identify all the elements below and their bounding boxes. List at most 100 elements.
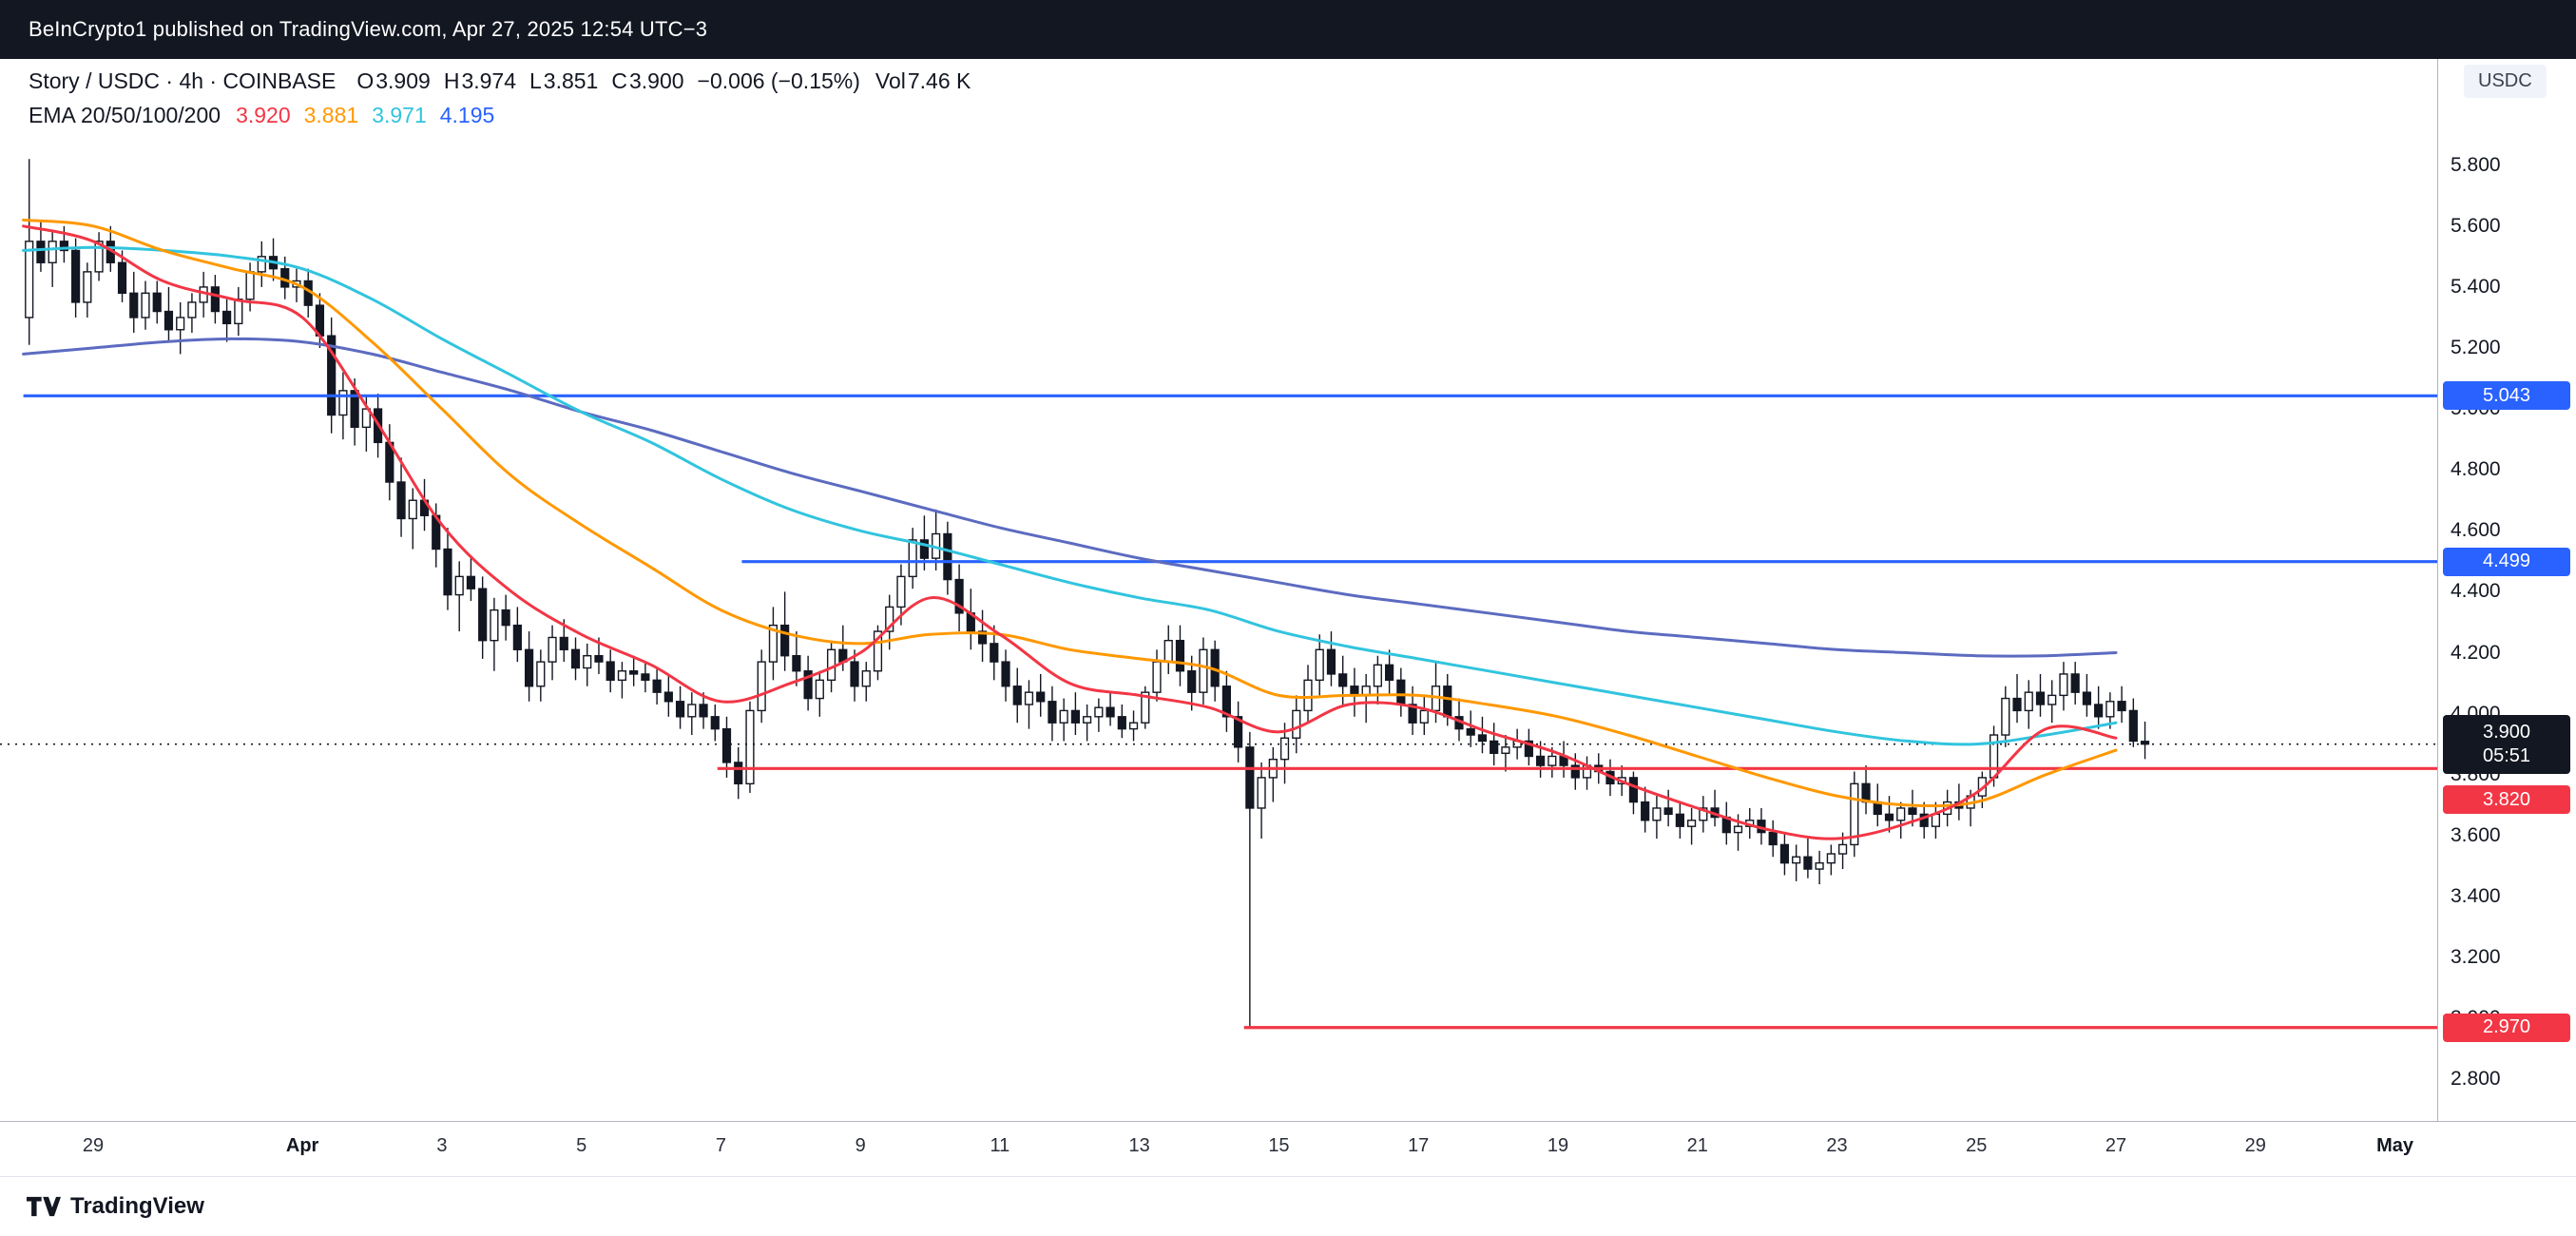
price-chart-svg[interactable] <box>0 59 2437 1121</box>
candle-body <box>71 249 81 303</box>
price-tick-label: 4.800 <box>2451 458 2501 481</box>
price-badge-value: 2.970 <box>2482 1016 2531 1038</box>
share-header: BeInCrypto1 published on TradingView.com… <box>0 0 2576 59</box>
candle-body <box>1001 661 1010 687</box>
candle-body <box>1234 716 1243 748</box>
candle-body <box>663 691 673 703</box>
candle-body <box>1675 813 1684 827</box>
candle-body <box>245 271 255 300</box>
ema-line-20 <box>22 224 2118 840</box>
ema-legend-row[interactable]: EMA 20/50/100/200 3.920 3.881 3.971 4.195 <box>29 103 984 137</box>
ema-legend-value: 4.195 <box>439 103 495 127</box>
candle-body <box>1837 843 1848 855</box>
price-badge-value: 3.900 <box>2482 721 2531 743</box>
candle-body <box>1292 709 1301 739</box>
candle-body <box>1105 706 1115 718</box>
low-label: L <box>529 68 542 93</box>
candle-body <box>1641 801 1650 821</box>
candle-body <box>129 292 139 319</box>
candle-body <box>1163 639 1173 663</box>
candle-body <box>1548 755 1557 766</box>
time-axis[interactable]: 29 Apr 3 5 7 9 11 13 15 17 19 21 23 25 27 29 May <box>0 1121 2576 1176</box>
currency-toggle-chip[interactable]: USDC <box>2464 65 2547 98</box>
price-tick-label: 2.800 <box>2451 1068 2501 1091</box>
footer-bar: TradingView <box>0 1176 2576 1236</box>
candle-body <box>1826 853 1836 864</box>
price-tick-label: 5.400 <box>2451 275 2501 298</box>
candle-body <box>350 390 359 429</box>
price-badge-value: 5.043 <box>2482 384 2531 406</box>
candle-body <box>1059 709 1068 724</box>
price-tick-label: 4.200 <box>2451 641 2501 664</box>
candle-body <box>652 679 662 693</box>
candle-body <box>954 578 964 614</box>
candle-body <box>629 670 639 675</box>
candle-body <box>1373 664 1382 687</box>
candle-body <box>1768 831 1778 846</box>
ema-line-200 <box>22 337 2118 658</box>
ema-line-50 <box>22 218 2118 808</box>
tradingview-logo-icon[interactable] <box>27 1194 61 1219</box>
price-axis[interactable]: 5.8005.6005.4005.2005.0004.8004.6004.400… <box>2437 59 2576 1121</box>
candle-body <box>1733 825 1743 834</box>
candle-body <box>1908 807 1917 816</box>
low-value: 3.851 <box>543 68 599 93</box>
candle-body <box>338 390 348 416</box>
price-tick-label: 3.400 <box>2451 884 2501 907</box>
candle-body <box>1221 686 1231 718</box>
candle-body <box>1083 716 1092 724</box>
candle-body <box>1326 648 1336 675</box>
candle-body <box>1385 664 1394 682</box>
ema-line-100 <box>22 245 2118 746</box>
open-label: O <box>356 68 375 93</box>
candle-body <box>548 636 557 663</box>
candle-body <box>687 704 697 718</box>
price-tick-label: 5.800 <box>2451 153 2501 176</box>
candle-body <box>1141 691 1150 724</box>
symbol-title[interactable]: Story / USDC · 4h · COINBASE <box>29 68 336 93</box>
candle-body <box>1652 807 1662 821</box>
candle-body <box>1884 813 1894 821</box>
price-badge: 3.820 <box>2443 785 2570 815</box>
candle-body <box>943 532 952 581</box>
candle-body <box>1199 648 1208 693</box>
time-axis-label: 9 <box>855 1135 866 1156</box>
change-value: −0.006 (−0.15%) <box>697 68 860 93</box>
chart-plot-area[interactable] <box>0 59 2437 1121</box>
tradingview-brand-text[interactable]: TradingView <box>70 1193 204 1219</box>
time-axis-label: 29 <box>2244 1135 2266 1156</box>
candle-body <box>861 670 871 687</box>
ema-indicator-label: EMA 20/50/100/200 <box>29 103 221 127</box>
time-axis-label: 13 <box>1128 1135 1150 1156</box>
time-axis-label: 7 <box>715 1135 726 1156</box>
candle-body <box>734 762 743 785</box>
candle-body <box>36 241 46 263</box>
candles-layer <box>25 159 2150 1028</box>
ohlc-legend-row: Story / USDC · 4h · COINBASE O3.909 H3.9… <box>29 68 984 103</box>
candle-body <box>1175 639 1185 672</box>
volume-label: Vol <box>875 68 906 93</box>
candle-body <box>1477 734 1488 743</box>
candle-body <box>1896 807 1906 821</box>
chart-legend: Story / USDC · 4h · COINBASE O3.909 H3.9… <box>29 68 984 137</box>
candle-body <box>176 317 185 331</box>
candle-body <box>327 335 336 416</box>
price-badge: 2.970 <box>2443 1013 2570 1042</box>
candle-body <box>1792 856 1801 864</box>
candle-body <box>1187 670 1197 693</box>
candle-body <box>1535 755 1546 766</box>
price-badge-value: 4.499 <box>2482 550 2531 572</box>
candle-body <box>2024 691 2033 712</box>
price-tick-label: 3.200 <box>2451 946 2501 968</box>
time-axis-label: 15 <box>1268 1135 1290 1156</box>
candle-body <box>501 608 510 627</box>
candle-body <box>977 630 988 645</box>
candle-body <box>2128 709 2138 743</box>
ema-legend-value: 3.971 <box>372 103 427 127</box>
candle-body <box>210 286 220 313</box>
candle-body <box>1419 709 1429 724</box>
candle-body <box>1396 679 1406 705</box>
candle-body <box>745 709 755 785</box>
candle-body <box>1315 648 1324 682</box>
candle-body <box>2001 697 2010 736</box>
